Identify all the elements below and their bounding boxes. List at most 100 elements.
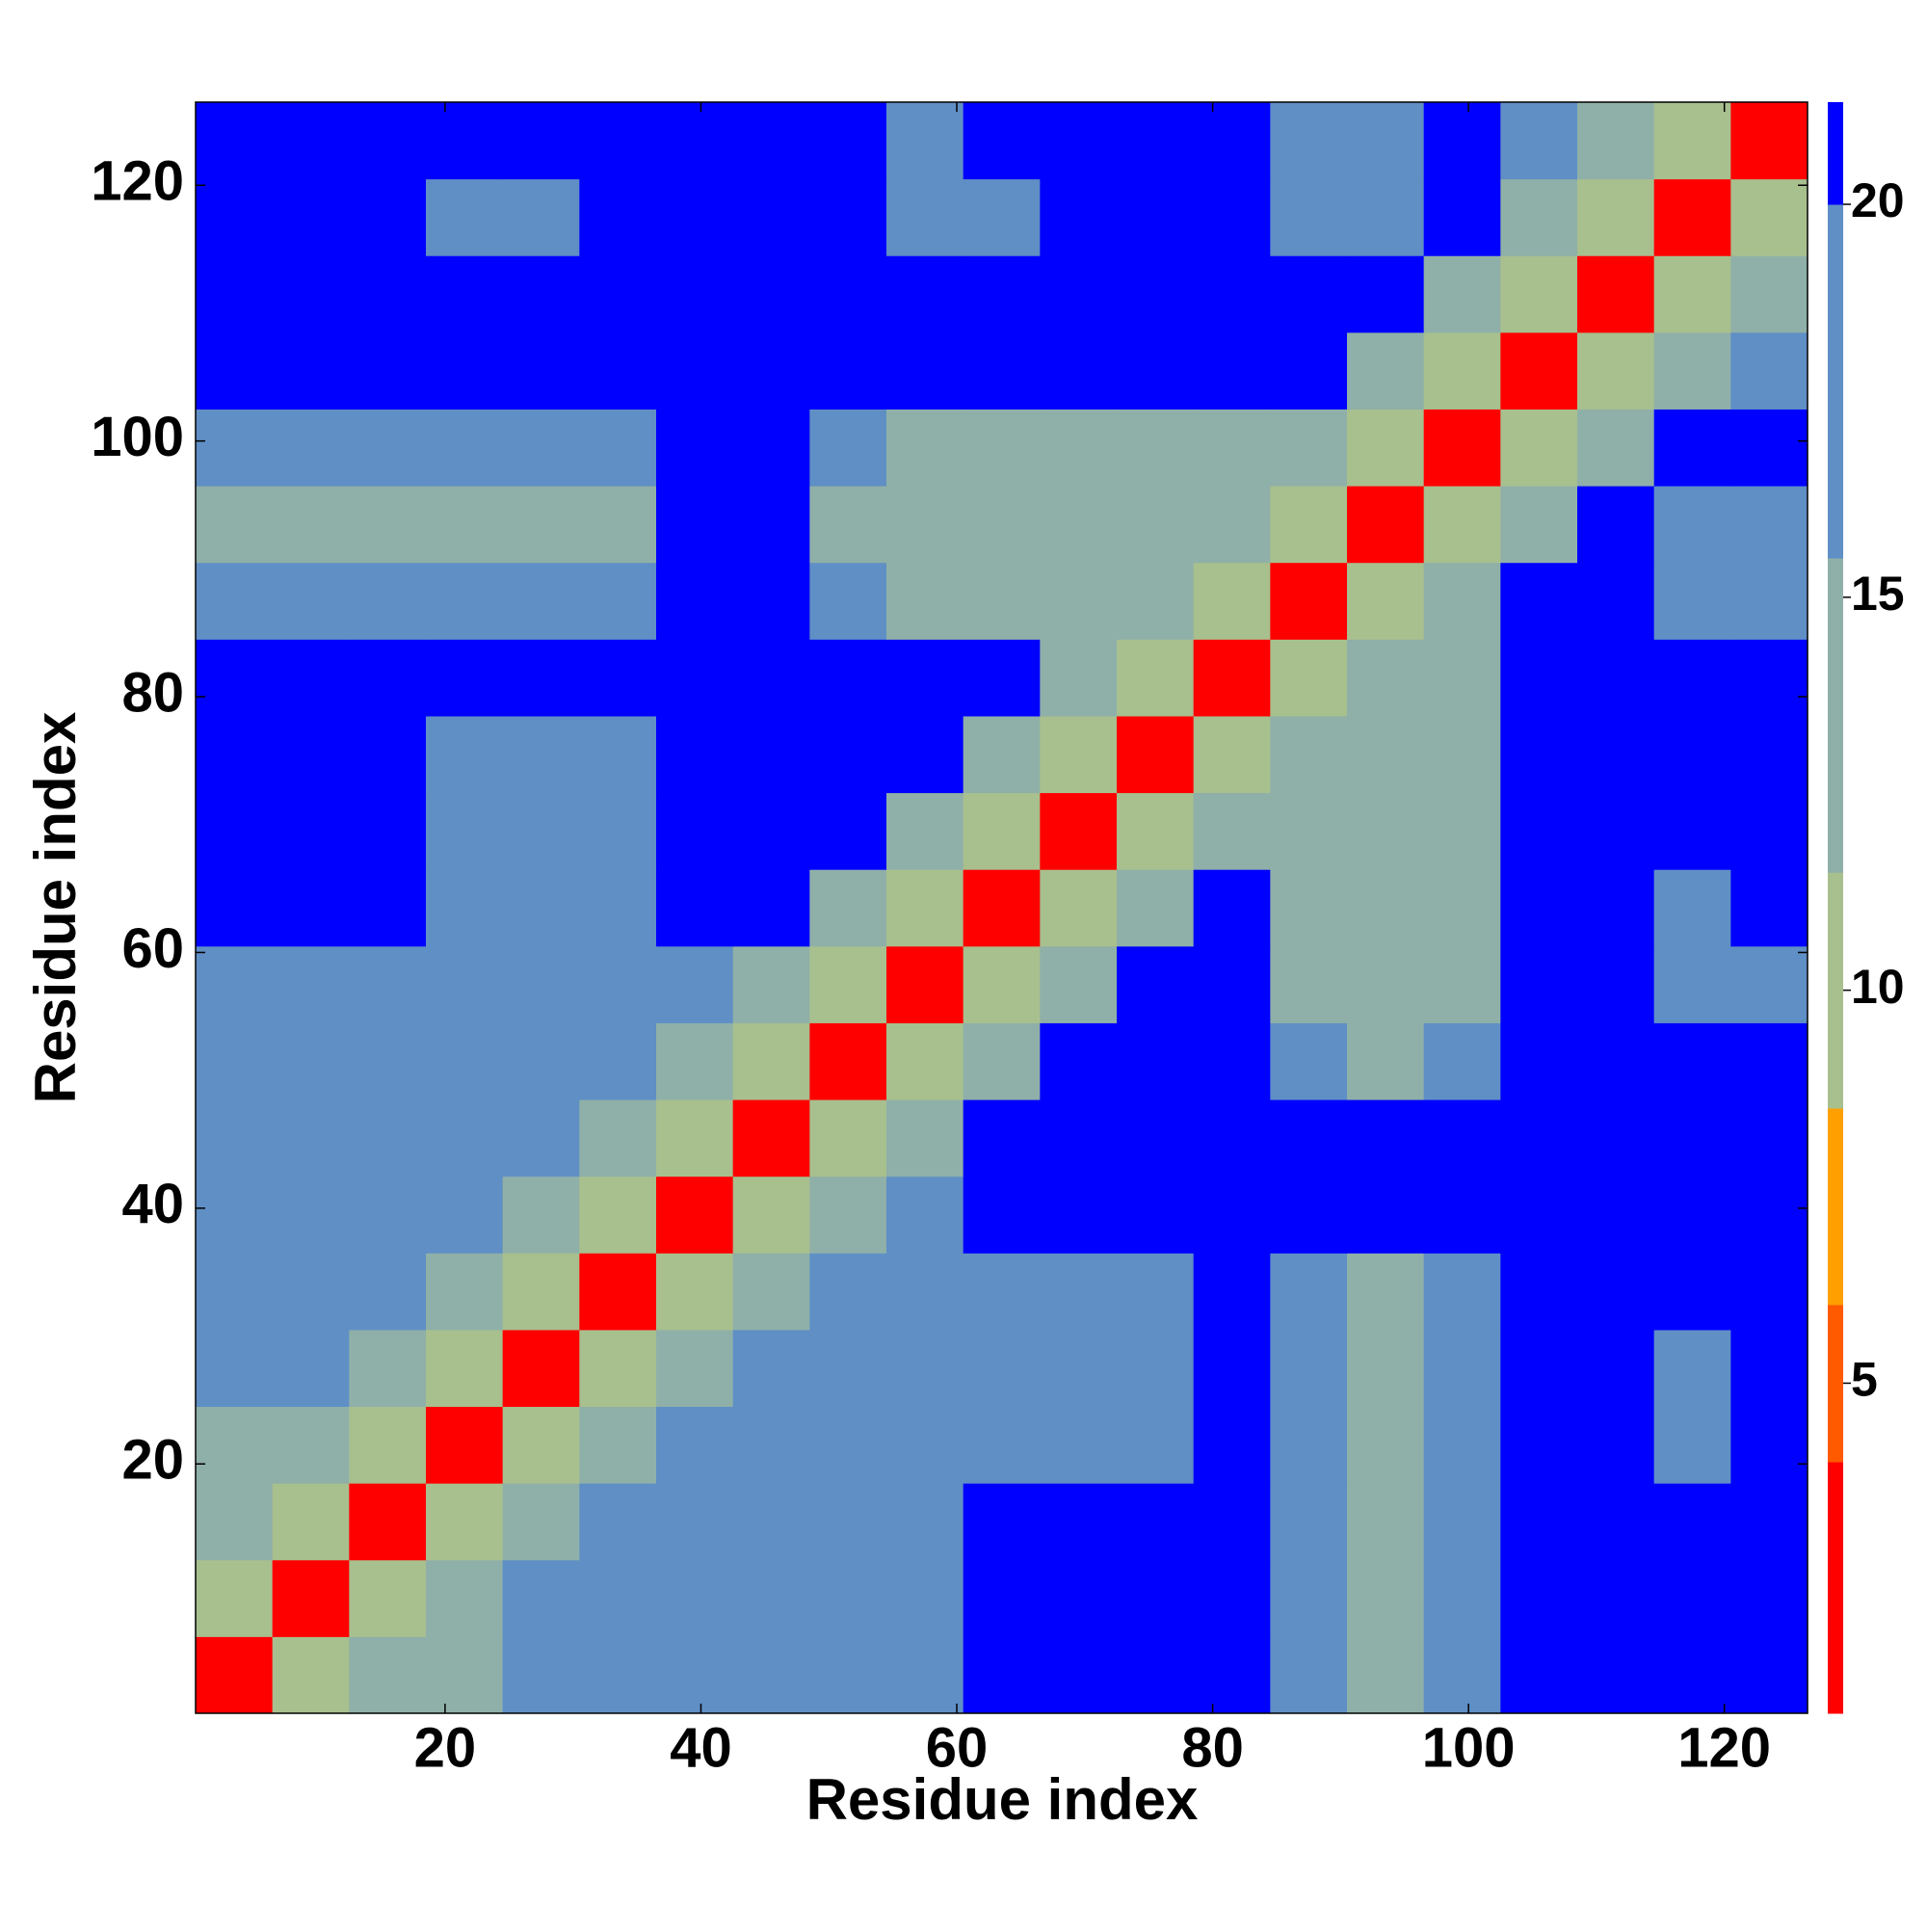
heat-cell bbox=[349, 1559, 427, 1637]
heat-cell bbox=[196, 331, 274, 410]
heat-cell bbox=[272, 331, 350, 410]
heat-cell bbox=[656, 715, 734, 794]
heat-cell bbox=[349, 792, 427, 870]
heat-cell bbox=[1270, 869, 1348, 947]
heat-cell bbox=[579, 1329, 657, 1408]
heat-cell bbox=[1577, 1559, 1655, 1637]
heat-cell bbox=[886, 1483, 964, 1561]
heat-cell bbox=[502, 869, 580, 947]
heat-cell bbox=[1347, 1176, 1425, 1254]
heat-cell bbox=[1193, 1099, 1271, 1178]
heat-cell bbox=[579, 639, 657, 717]
heat-cell bbox=[1040, 1253, 1118, 1331]
heat-cell bbox=[1040, 869, 1118, 947]
heat-cell bbox=[1730, 409, 1808, 487]
heat-cell bbox=[1730, 102, 1808, 180]
heat-cell bbox=[1347, 102, 1425, 180]
heat-cell bbox=[1577, 639, 1655, 717]
heat-cell bbox=[656, 486, 734, 564]
heat-cell bbox=[1653, 562, 1731, 640]
heat-cell bbox=[1423, 255, 1501, 333]
heat-cell bbox=[809, 639, 887, 717]
heat-cell bbox=[732, 715, 810, 794]
heat-cell bbox=[349, 102, 427, 180]
heat-cell bbox=[426, 409, 504, 487]
heat-cell bbox=[809, 486, 887, 564]
heat-cell bbox=[1270, 715, 1348, 794]
heat-cell bbox=[1193, 1483, 1271, 1561]
heat-cell bbox=[1653, 102, 1731, 180]
heat-cell bbox=[349, 945, 427, 1023]
heat-cell bbox=[349, 1176, 427, 1254]
heat-cell bbox=[1270, 1253, 1348, 1331]
heat-cell bbox=[349, 639, 427, 717]
heat-cell bbox=[1117, 1406, 1195, 1484]
heat-cell bbox=[886, 1329, 964, 1408]
heat-cell bbox=[1653, 409, 1731, 487]
heat-cell bbox=[656, 945, 734, 1023]
heat-cell bbox=[196, 486, 274, 564]
heat-cell bbox=[1730, 1636, 1808, 1714]
heat-cell bbox=[1040, 255, 1118, 333]
heat-cell bbox=[272, 1022, 350, 1100]
heat-cell bbox=[1040, 1636, 1118, 1714]
heat-cell bbox=[809, 945, 887, 1023]
heat-cell bbox=[656, 1559, 734, 1637]
heat-cell bbox=[809, 102, 887, 180]
heat-cell bbox=[1577, 255, 1655, 333]
heat-cell bbox=[963, 331, 1041, 410]
heat-cell bbox=[1577, 1636, 1655, 1714]
colorbar-segment bbox=[1828, 558, 1843, 873]
heat-cell bbox=[963, 486, 1041, 564]
heat-cell bbox=[656, 639, 734, 717]
heat-cell bbox=[1347, 409, 1425, 487]
x-tick-label: 120 bbox=[1677, 1716, 1771, 1779]
heat-cell bbox=[1040, 945, 1118, 1023]
heat-cell bbox=[886, 409, 964, 487]
heat-cell bbox=[349, 1022, 427, 1100]
heat-cell bbox=[196, 409, 274, 487]
heat-cell bbox=[732, 1329, 810, 1408]
heat-cell bbox=[579, 1636, 657, 1714]
y-tick-label: 100 bbox=[91, 406, 184, 468]
heat-cell bbox=[1040, 1329, 1118, 1408]
heat-cell bbox=[1730, 1099, 1808, 1178]
heat-cell bbox=[1577, 409, 1655, 487]
heat-cell bbox=[1270, 409, 1348, 487]
heat-cell bbox=[1270, 945, 1348, 1023]
heat-cell bbox=[1347, 1636, 1425, 1714]
heat-cell bbox=[196, 945, 274, 1023]
heat-cell bbox=[426, 178, 504, 256]
heat-cell bbox=[1500, 486, 1578, 564]
heat-cell bbox=[1577, 792, 1655, 870]
heat-cell bbox=[1730, 486, 1808, 564]
heat-cell bbox=[272, 1559, 350, 1637]
heat-cell bbox=[502, 1099, 580, 1178]
heat-cell bbox=[579, 486, 657, 564]
heat-cell bbox=[1653, 178, 1731, 256]
heat-cell bbox=[196, 1022, 274, 1100]
heat-cell bbox=[1730, 792, 1808, 870]
colorbar-segment bbox=[1828, 102, 1843, 205]
heat-cell bbox=[809, 409, 887, 487]
heat-cell bbox=[349, 1253, 427, 1331]
heat-cell bbox=[1117, 102, 1195, 180]
heat-cell bbox=[349, 1636, 427, 1714]
heat-cell bbox=[1270, 1022, 1348, 1100]
heat-cell bbox=[1730, 1559, 1808, 1637]
heat-cell bbox=[1500, 715, 1578, 794]
heat-cell bbox=[656, 1406, 734, 1484]
heat-cell bbox=[272, 1329, 350, 1408]
heat-cell bbox=[196, 1253, 274, 1331]
y-axis-label: Residue index bbox=[23, 712, 88, 1104]
heat-cell bbox=[963, 1406, 1041, 1484]
heat-cell bbox=[272, 1099, 350, 1178]
heat-cell bbox=[1117, 331, 1195, 410]
heat-cell bbox=[196, 639, 274, 717]
heat-cell bbox=[349, 331, 427, 410]
heat-cell bbox=[272, 792, 350, 870]
heat-cell bbox=[196, 1406, 274, 1484]
heat-cell bbox=[1423, 1406, 1501, 1484]
heat-cell bbox=[963, 715, 1041, 794]
